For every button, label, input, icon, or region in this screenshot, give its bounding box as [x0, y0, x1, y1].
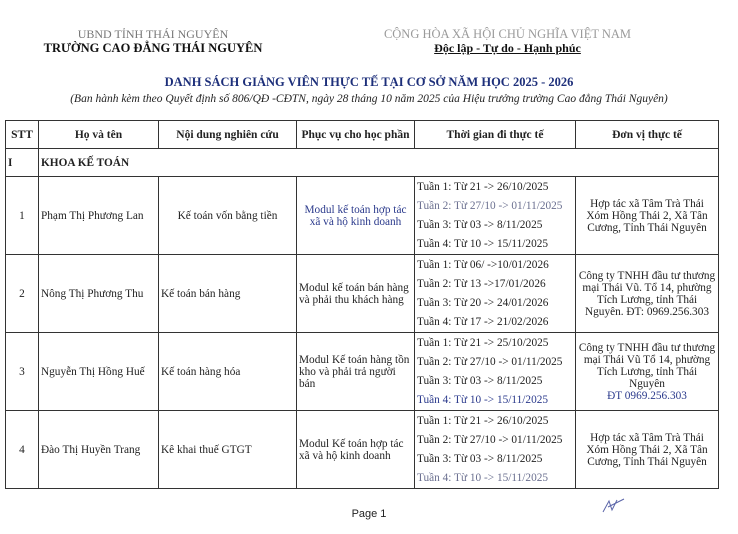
- signature-initial-icon: [602, 498, 625, 513]
- col-research: Nội dung nghiên cứu: [158, 120, 297, 149]
- unit-text: Công ty TNHH đầu tư thương mại Thái Vũ T…: [578, 341, 716, 390]
- week-4: Tuần 4: Từ 17 -> 21/02/2026: [417, 315, 549, 328]
- col-name: Họ và tên: [38, 120, 159, 149]
- row-name: Nông Thị Phương Thu: [38, 254, 159, 333]
- row-name: Phạm Thị Phương Lan: [38, 176, 159, 255]
- row-stt: 3: [5, 332, 39, 411]
- col-time: Thời gian đi thực tế: [414, 120, 576, 149]
- row-time: Tuần 1: Từ 21 -> 25/10/2025 Tuần 2: Từ 2…: [414, 332, 576, 411]
- week-3: Tuần 3: Từ 03 -> 8/11/2025: [417, 374, 543, 387]
- week-4: Tuần 4: Từ 10 -> 15/11/2025: [417, 471, 549, 484]
- document-subtitle: (Ban hành kèm theo Quyết định số 806/QĐ …: [70, 93, 668, 105]
- table-row: 1 Phạm Thị Phương Lan Kế toán vốn bằng t…: [5, 176, 719, 255]
- week-1: Tuần 1: Từ 06/ ->10/01/2026: [417, 258, 549, 271]
- row-research: Kế toán bán hàng: [158, 254, 297, 333]
- nation-heading: CỘNG HÒA XÃ HỘI CHỦ NGHĨA VIỆT NAM: [383, 27, 632, 41]
- week-3: Tuần 3: Từ 03 -> 8/11/2025: [417, 452, 543, 465]
- week-2: Tuần 2: Từ 27/10 -> 01/11/2025: [417, 355, 563, 368]
- document-title: DANH SÁCH GIẢNG VIÊN THỰC TẾ TẠI CƠ SỞ N…: [164, 75, 574, 89]
- week-1: Tuần 1: Từ 21 -> 26/10/2025: [417, 414, 549, 427]
- row-unit: Hợp tác xã Tâm Trà Thái Xóm Hồng Thái 2,…: [575, 176, 719, 255]
- row-unit: Hợp tác xã Tâm Trà Thái Xóm Hồng Thái 2,…: [575, 410, 719, 489]
- row-name: Đào Thị Huyền Trang: [38, 410, 159, 489]
- row-research: Kế toán hàng hóa: [158, 332, 297, 411]
- row-stt: 2: [5, 254, 39, 333]
- motto-text: Độc lập - Tự do - Hạnh phúc: [434, 41, 581, 55]
- table-row: 3 Nguyễn Thị Hồng Huế Kế toán hàng hóa M…: [5, 332, 719, 411]
- row-stt: 4: [5, 410, 39, 489]
- section-index: I: [5, 148, 39, 177]
- org-parent: UBND TỈNH THÁI NGUYÊN: [77, 27, 229, 41]
- table-header: STT Họ và tên Nội dung nghiên cứu Phục v…: [5, 120, 719, 149]
- row-research: Kế toán vốn bằng tiền: [158, 176, 297, 255]
- row-module: Modul Kế toán hàng tồn kho và phải trả n…: [296, 332, 415, 411]
- week-3: Tuần 3: Từ 03 -> 8/11/2025: [417, 218, 543, 231]
- col-module: Phục vụ cho học phần: [296, 120, 415, 149]
- row-time: Tuần 1: Từ 21 -> 26/10/2025 Tuần 2: Từ 2…: [414, 176, 576, 255]
- week-3: Tuần 3: Từ 20 -> 24/01/2026: [417, 296, 549, 309]
- motto: Độc lập - Tự do - Hạnh phúc: [380, 41, 635, 56]
- row-unit: Công ty TNHH đầu tư thương mại Thái Vũ. …: [575, 254, 719, 333]
- col-unit: Đơn vị thực tế: [575, 120, 719, 149]
- org-name: TRƯỜNG CAO ĐẲNG THÁI NGUYÊN: [43, 41, 263, 55]
- section-row: I KHOA KẾ TOÁN: [5, 148, 719, 177]
- page-number: Page 1: [351, 508, 387, 520]
- table-row: 4 Đào Thị Huyền Trang Kê khai thuế GTGT …: [5, 410, 719, 489]
- row-research: Kê khai thuế GTGT: [158, 410, 297, 489]
- week-2: Tuần 2: Từ 13 ->17/01/2026: [417, 277, 546, 290]
- unit-phone: ĐT 0969.256.303: [607, 389, 687, 402]
- lecturer-table: STT Họ và tên Nội dung nghiên cứu Phục v…: [5, 120, 719, 489]
- week-2: Tuần 2: Từ 27/10 -> 01/11/2025: [417, 199, 563, 212]
- table-row: 2 Nông Thị Phương Thu Kế toán bán hàng M…: [5, 254, 719, 333]
- row-module: Modul kế toán bán hàng và phải thu khách…: [296, 254, 415, 333]
- row-time: Tuần 1: Từ 06/ ->10/01/2026 Tuần 2: Từ 1…: [414, 254, 576, 333]
- week-1: Tuần 1: Từ 21 -> 26/10/2025: [417, 180, 549, 193]
- row-module: Modul kế toán hợp tác xã và hộ kinh doan…: [296, 176, 415, 255]
- row-module: Modul Kế toán hợp tác xã và hộ kinh doan…: [296, 410, 415, 489]
- row-name: Nguyễn Thị Hồng Huế: [38, 332, 159, 411]
- row-stt: 1: [5, 176, 39, 255]
- row-unit: Công ty TNHH đầu tư thương mại Thái Vũ T…: [575, 332, 719, 411]
- row-time: Tuần 1: Từ 21 -> 26/10/2025 Tuần 2: Từ 2…: [414, 410, 576, 489]
- week-1: Tuần 1: Từ 21 -> 25/10/2025: [417, 336, 549, 349]
- col-stt: STT: [5, 120, 39, 149]
- week-4: Tuần 4: Từ 10 -> 15/11/2025: [417, 237, 549, 250]
- section-label: KHOA KẾ TOÁN: [38, 148, 719, 177]
- week-2: Tuần 2: Từ 27/10 -> 01/11/2025: [417, 433, 563, 446]
- week-4: Tuần 4: Từ 10 -> 15/11/2025: [417, 393, 549, 406]
